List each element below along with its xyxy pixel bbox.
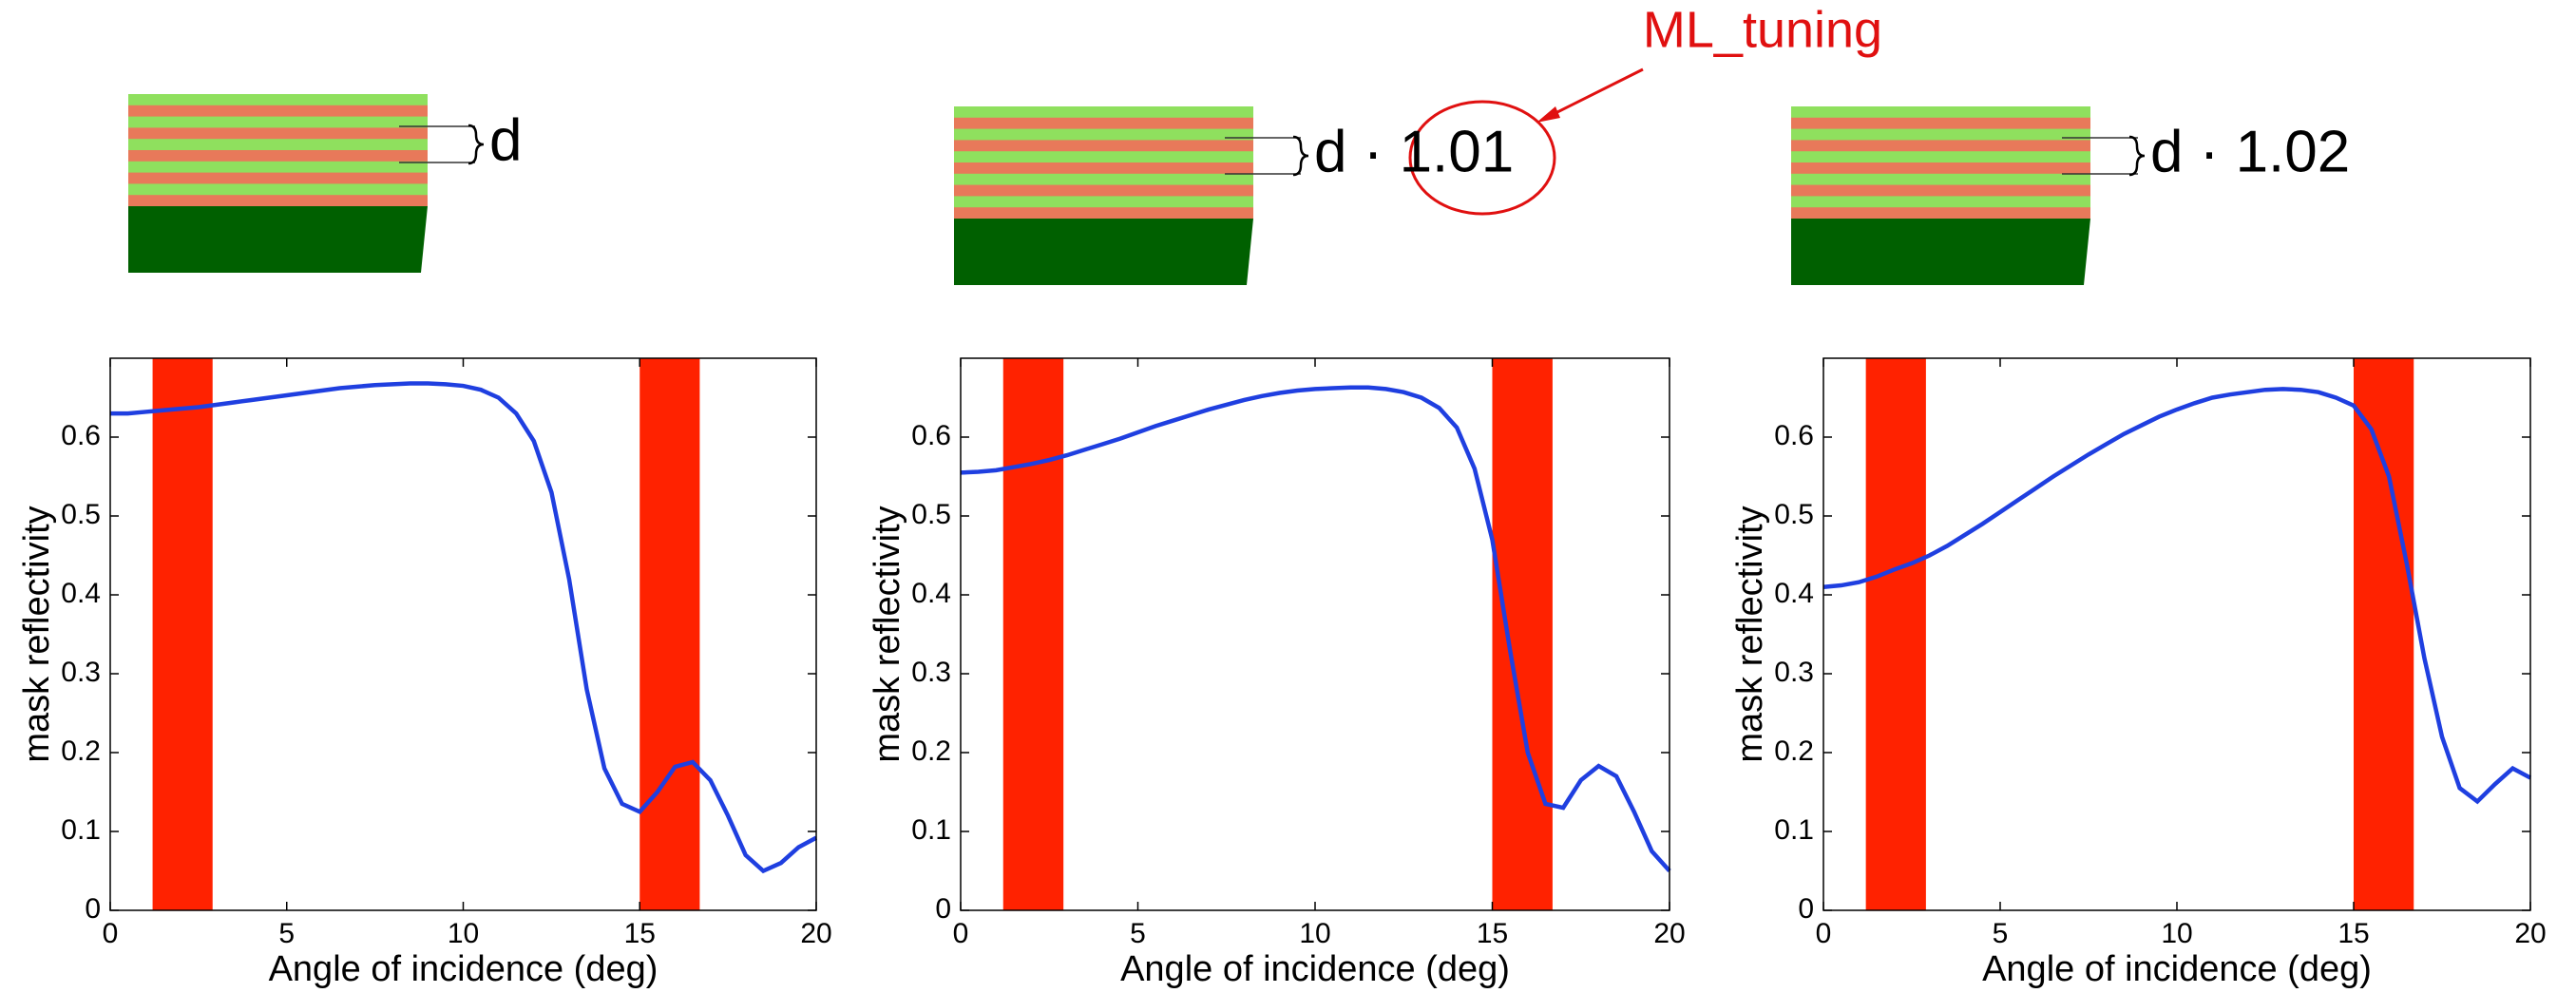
x-tick-label: 0 (953, 918, 969, 949)
y-tick-label: 0 (935, 893, 951, 925)
plot-area (961, 358, 1670, 910)
x-tick-label: 20 (2514, 918, 2546, 949)
layer (1791, 117, 2090, 130)
y-tick-label: 0.4 (911, 578, 951, 609)
callout-arrow (1543, 67, 1644, 121)
layer (954, 184, 1253, 197)
y-tick-label: 0.5 (911, 499, 951, 530)
y-tick-label: 0.1 (1774, 814, 1814, 846)
layer (128, 116, 428, 128)
layer (954, 117, 1253, 130)
band (2354, 358, 2414, 910)
band (1002, 358, 1064, 910)
x-axis-label: Angle of incidence (deg) (1982, 949, 2372, 989)
layer (128, 195, 428, 207)
diagram-label: d · 1.01 (1314, 119, 1514, 184)
y-tick-label: 0.2 (61, 735, 101, 767)
band (1492, 358, 1553, 910)
x-axis-label: Angle of incidence (deg) (1120, 949, 1510, 989)
plot-area (110, 358, 816, 910)
layer (1791, 184, 2090, 197)
layer (1791, 173, 2090, 186)
y-axis-label: mask reflectivity (1730, 506, 1770, 762)
x-tick-label: 10 (1299, 918, 1330, 949)
layer (128, 139, 428, 151)
layer (1791, 140, 2090, 152)
data-line (110, 381, 818, 874)
y-tick-label: 0.5 (1774, 499, 1814, 530)
y-tick-label: 0.6 (911, 420, 951, 451)
layer (954, 162, 1253, 175)
x-tick-label: 20 (800, 918, 831, 949)
diagram-label: d (489, 107, 522, 173)
y-tick-label: 0.4 (61, 578, 101, 609)
layer (128, 127, 428, 140)
callout-arrowhead (1536, 106, 1560, 123)
substrate (954, 219, 1253, 285)
layer (954, 173, 1253, 186)
layer (1791, 207, 2090, 220)
layer (1791, 196, 2090, 208)
plot-area (1823, 358, 2530, 910)
band (1865, 358, 1926, 910)
y-tick-label: 0 (1798, 893, 1814, 925)
layer (128, 172, 428, 184)
highlight-ellipse (1408, 100, 1556, 216)
x-tick-label: 5 (1993, 918, 2009, 949)
layer (954, 128, 1253, 141)
x-tick-label: 15 (624, 918, 656, 949)
y-tick-label: 0 (85, 893, 101, 925)
y-tick-label: 0.2 (911, 735, 951, 767)
y-tick-label: 0.6 (1774, 420, 1814, 451)
layer (1791, 162, 2090, 175)
y-tick-label: 0.3 (1774, 657, 1814, 688)
layer (1791, 128, 2090, 141)
layer (954, 151, 1253, 163)
band (152, 358, 213, 910)
brace (2128, 135, 2146, 177)
layer (128, 150, 428, 162)
y-tick-label: 0.3 (61, 657, 101, 688)
layer (128, 94, 428, 106)
y-tick-label: 0.5 (61, 499, 101, 530)
substrate (128, 206, 428, 273)
x-axis-label: Angle of incidence (deg) (269, 949, 658, 989)
data-line (960, 385, 1671, 873)
y-tick-label: 0.1 (911, 814, 951, 846)
y-tick-label: 0.3 (911, 657, 951, 688)
x-tick-label: 5 (278, 918, 295, 949)
layer (954, 106, 1253, 119)
x-tick-label: 10 (2161, 918, 2192, 949)
x-tick-label: 0 (1816, 918, 1832, 949)
brace (467, 124, 485, 165)
x-tick-label: 15 (1477, 918, 1508, 949)
x-tick-label: 5 (1130, 918, 1146, 949)
x-tick-label: 0 (103, 918, 119, 949)
diagram-label: d · 1.02 (2150, 119, 2350, 184)
brace (1292, 135, 1309, 177)
y-tick-label: 0.6 (61, 420, 101, 451)
y-axis-label: mask reflectivity (17, 506, 57, 762)
y-tick-label: 0.1 (61, 814, 101, 846)
y-axis-label: mask reflectivity (868, 506, 907, 762)
y-tick-label: 0.4 (1774, 578, 1814, 609)
x-tick-label: 15 (2337, 918, 2369, 949)
substrate (1791, 219, 2090, 285)
data-line (1822, 387, 2532, 805)
x-tick-label: 10 (448, 918, 479, 949)
band (639, 358, 700, 910)
x-tick-label: 20 (1653, 918, 1685, 949)
callout: ML_tuning (1643, 1, 1882, 58)
layer (128, 183, 428, 196)
layer (1791, 106, 2090, 119)
layer (1791, 151, 2090, 163)
layer (954, 207, 1253, 220)
layer (128, 105, 428, 118)
y-tick-label: 0.2 (1774, 735, 1814, 767)
layer (128, 161, 428, 174)
layer (954, 196, 1253, 208)
layer (954, 140, 1253, 152)
